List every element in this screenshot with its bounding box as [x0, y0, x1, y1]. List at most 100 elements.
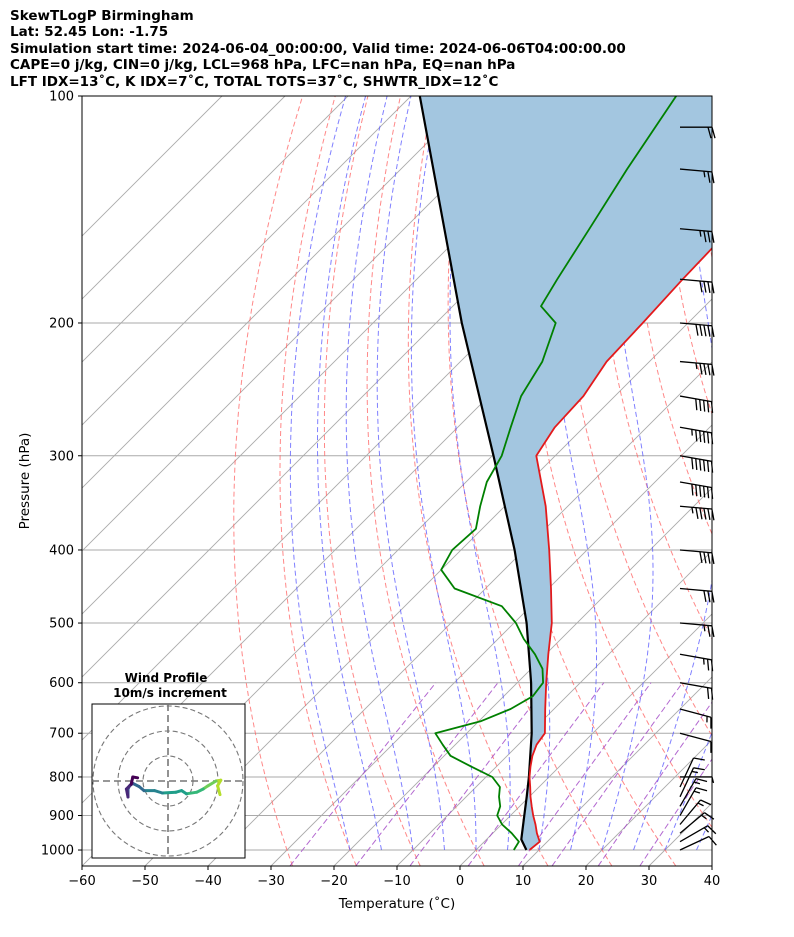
- barb-flag: [703, 590, 707, 602]
- dry-adiabat: [323, 96, 421, 866]
- mixing-ratio-line: [467, 682, 605, 866]
- isotherm: [333, 487, 712, 866]
- moist-adiabat: [728, 96, 794, 850]
- x-tick-label: 10: [515, 874, 532, 889]
- barb-half-flag: [691, 507, 694, 514]
- x-tick-label: −10: [383, 874, 410, 889]
- isotherm: [82, 96, 286, 300]
- hodograph-segment: [206, 779, 218, 788]
- barb-half-flag: [693, 781, 701, 785]
- isotherm: [82, 96, 223, 237]
- barb-staff: [679, 549, 712, 554]
- barb-flag: [702, 459, 706, 472]
- barb-flag: [703, 324, 707, 337]
- barb-half-flag: [691, 770, 699, 774]
- moist-adiabat: [449, 96, 511, 851]
- barb-half-flag: [703, 625, 706, 632]
- barb-staff: [679, 787, 697, 816]
- barb-flag: [707, 281, 711, 294]
- wind-barb-200: [679, 322, 715, 338]
- wind-barb-925: [679, 799, 712, 825]
- dry-adiabat: [407, 96, 549, 866]
- barb-flag: [695, 458, 698, 470]
- y-tick-label: 900: [49, 809, 74, 824]
- chart-header: SkewTLogP Birmingham Lat: 52.45 Lon: -1.…: [10, 8, 626, 90]
- barb-flag: [695, 787, 708, 792]
- parcel-line: [418, 96, 533, 851]
- y-tick-label: 100: [49, 90, 74, 105]
- barb-flag: [695, 429, 698, 442]
- barb-flag: [707, 625, 711, 637]
- barb-staff: [679, 799, 702, 825]
- mixing-ratio-line: [597, 701, 712, 866]
- barb-half-flag: [703, 827, 710, 833]
- mixing-ratio-line: [551, 682, 683, 866]
- barb-flag: [699, 363, 703, 375]
- barb-flag: [693, 767, 705, 771]
- barb-flag: [699, 507, 703, 520]
- x-axis: −60 −50 −40 −30 −20 −10 0 10 20 30 40: [68, 866, 720, 889]
- barb-flag: [707, 590, 711, 603]
- dry-adiabat: [279, 96, 357, 866]
- mixing-ratio-line: [289, 682, 437, 866]
- barb-flag: [702, 431, 706, 443]
- barb-flag: [695, 777, 708, 783]
- barb-staff: [679, 767, 695, 798]
- barb-flag: [699, 280, 703, 293]
- dewpoint-line: [434, 96, 677, 851]
- barb-staff: [679, 812, 705, 834]
- dry-adiabat: [447, 96, 613, 866]
- dry-adiabat: [559, 96, 712, 737]
- wind-barb-175: [679, 278, 715, 294]
- y-axis: 1000 900 800 700 600 500 400 300 200 100: [41, 90, 82, 859]
- convective-indices-line: CAPE=0 j/kg, CIN=0 j/kg, LCL=968 hPa, LF…: [10, 57, 516, 74]
- dewpoint-series: [434, 96, 677, 851]
- barb-staff: [679, 653, 712, 661]
- barb-flag: [699, 324, 703, 337]
- barb-staff: [679, 587, 712, 592]
- temperature-series: [528, 247, 712, 851]
- barb-staff: [679, 278, 712, 283]
- inset-subtitle: 10m/s increment: [113, 686, 227, 700]
- barb-half-flag: [693, 790, 701, 794]
- barb-staff: [679, 835, 710, 851]
- hodograph-segment: [131, 775, 140, 780]
- wind-barb-825: [679, 757, 705, 788]
- hodograph-segment: [184, 790, 199, 796]
- wind-barb-225: [679, 360, 715, 376]
- wind-barb-600: [679, 682, 714, 700]
- moist-adiabat: [601, 96, 654, 851]
- wind-barb-650: [679, 708, 712, 729]
- barb-flag: [702, 400, 706, 412]
- moist-adiabat: [376, 96, 445, 851]
- location-line: Lat: 52.45 Lon: -1.75: [10, 24, 169, 41]
- mixing-ratio-line: [639, 758, 712, 866]
- barb-flag: [703, 230, 707, 243]
- barb-flag: [707, 127, 712, 139]
- x-tick-label: −60: [68, 874, 95, 889]
- moist-adiabat: [345, 96, 414, 851]
- barb-flag: [707, 325, 711, 337]
- wind-barb-500: [679, 622, 715, 638]
- y-tick-label: 500: [49, 617, 74, 632]
- moist-adiabat: [633, 96, 712, 851]
- dry-adiabat: [727, 96, 794, 866]
- isotherm: [459, 613, 712, 866]
- barb-flag: [699, 485, 702, 497]
- hodograph-segment: [160, 790, 178, 795]
- wind-profile-inset: Wind Profile 10m/s increment: [91, 671, 246, 859]
- wind-barb-850: [679, 767, 705, 798]
- barb-flag: [691, 483, 694, 496]
- barb-staff: [679, 228, 712, 233]
- barb-flag: [707, 363, 711, 376]
- wind-barb-900: [679, 787, 708, 816]
- moist-adiabat: [317, 96, 382, 851]
- barb-flag: [691, 457, 694, 470]
- dry-adiabat: [233, 96, 304, 866]
- isotherm: [396, 550, 712, 866]
- inset-title: Wind Profile: [125, 671, 208, 685]
- x-tick-label: 0: [456, 874, 464, 889]
- barb-staff: [679, 622, 712, 627]
- barb-staff: [679, 757, 695, 788]
- barb-flag: [707, 508, 711, 521]
